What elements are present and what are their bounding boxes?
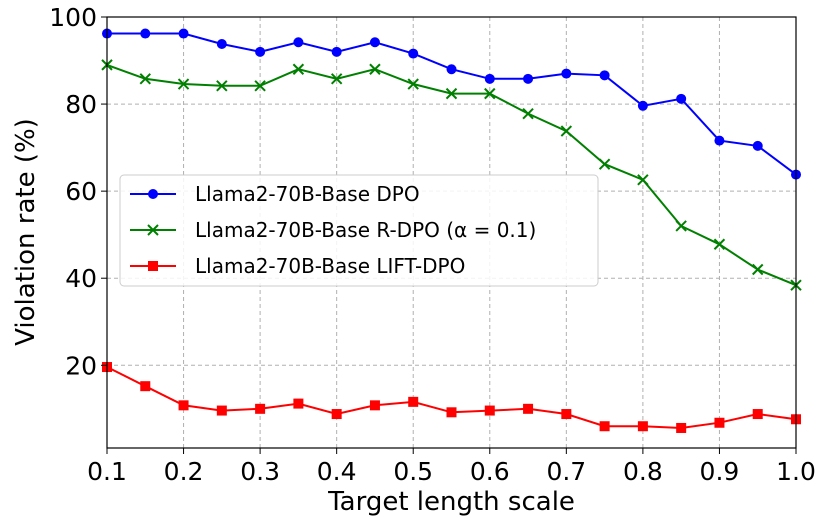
data-point [675,220,687,232]
x-tick-label: 0.6 [470,457,510,486]
data-point [523,73,534,84]
data-point [331,46,342,57]
x-axis-title: Target length scale [327,487,575,517]
x-tick-label: 0.3 [240,457,280,486]
data-point [139,73,151,85]
y-tick-label: 20 [65,351,97,380]
data-point [254,80,266,92]
y-tick-label: 80 [65,90,97,119]
data-point [369,63,381,75]
data-point [255,46,266,57]
data-point [293,398,304,409]
data-point [216,80,228,92]
data-point [407,78,419,90]
data-point [484,73,495,84]
y-tick-label: 100 [49,3,97,32]
y-tick-label: 40 [65,264,97,293]
legend-label-rdpo: Llama2-70B-Base R-DPO (α = 0.1) [195,218,536,242]
legend-entry-rdpo: Llama2-70B-Base R-DPO (α = 0.1) [130,218,536,242]
data-point [637,100,648,111]
legend-label-lift-dpo: Llama2-70B-Base LIFT-DPO [195,254,465,278]
data-point [637,421,648,432]
legend-entry-lift-dpo: Llama2-70B-Base LIFT-DPO [130,254,465,278]
data-point [598,158,611,170]
x-tick-label: 0.2 [164,457,204,486]
x-tick-label: 0.9 [700,457,740,486]
legend-marker-rdpo [147,224,159,236]
data-point [561,409,572,420]
data-point [713,238,726,250]
legend-marker-lift-dpo [148,261,158,271]
data-point [446,64,457,75]
data-point [599,70,610,81]
data-point [676,93,687,104]
data-point [637,174,649,186]
data-point [216,38,227,49]
series-dpo [102,28,801,180]
y-axis-title: Violation rate (%) [11,118,41,346]
data-point [676,422,687,433]
data-point [216,405,227,416]
series-layer [101,28,802,433]
data-point [369,400,380,411]
data-point [369,37,380,48]
data-point [484,405,495,416]
data-point [599,421,610,432]
data-point [140,28,151,39]
x-tick-label: 0.7 [546,457,586,486]
data-point [178,400,189,411]
data-point [408,396,419,407]
legend-box [119,174,599,287]
x-tick-label: 0.8 [623,457,663,486]
data-point [445,87,458,100]
data-point [446,407,457,418]
legend: Llama2-70B-Base DPO Llama2-70B-Base R-DP… [119,174,599,287]
data-point [293,37,304,48]
x-tick-label: 0.1 [87,457,127,486]
data-point [255,403,266,414]
series-line-lift-dpo [106,366,797,430]
grid-lines [107,17,796,448]
data-point [330,73,343,85]
x-tick-label: 1.0 [776,457,816,486]
series-lift-dpo [102,362,801,433]
x-tick-label: 0.5 [393,457,433,486]
data-point [714,135,725,146]
x-tick-label: 0.4 [317,457,357,486]
axis-ticks: 0.1 0.2 0.3 0.4 0.5 0.6 0.7 0.8 0.9 1.0 20 40 60 80 10… [49,3,816,486]
data-point [331,409,342,420]
data-point [561,68,572,79]
legend-label-dpo: Llama2-70B-Base DPO [195,182,420,206]
data-point [522,107,534,120]
data-point [408,48,419,59]
data-point [752,263,764,276]
plot-frame [106,16,797,449]
data-point [714,417,725,428]
data-point [560,125,573,137]
y-tick-label: 60 [65,177,97,206]
data-point [140,381,151,392]
data-point [752,409,763,420]
data-point [292,63,305,75]
data-point [178,28,189,39]
data-point [177,78,190,90]
data-point [523,403,534,414]
legend-entry-dpo: Llama2-70B-Base DPO [130,182,420,206]
series-rdpo [101,59,802,291]
data-point [484,87,496,100]
data-point [752,140,763,151]
legend-marker-dpo [148,189,158,199]
